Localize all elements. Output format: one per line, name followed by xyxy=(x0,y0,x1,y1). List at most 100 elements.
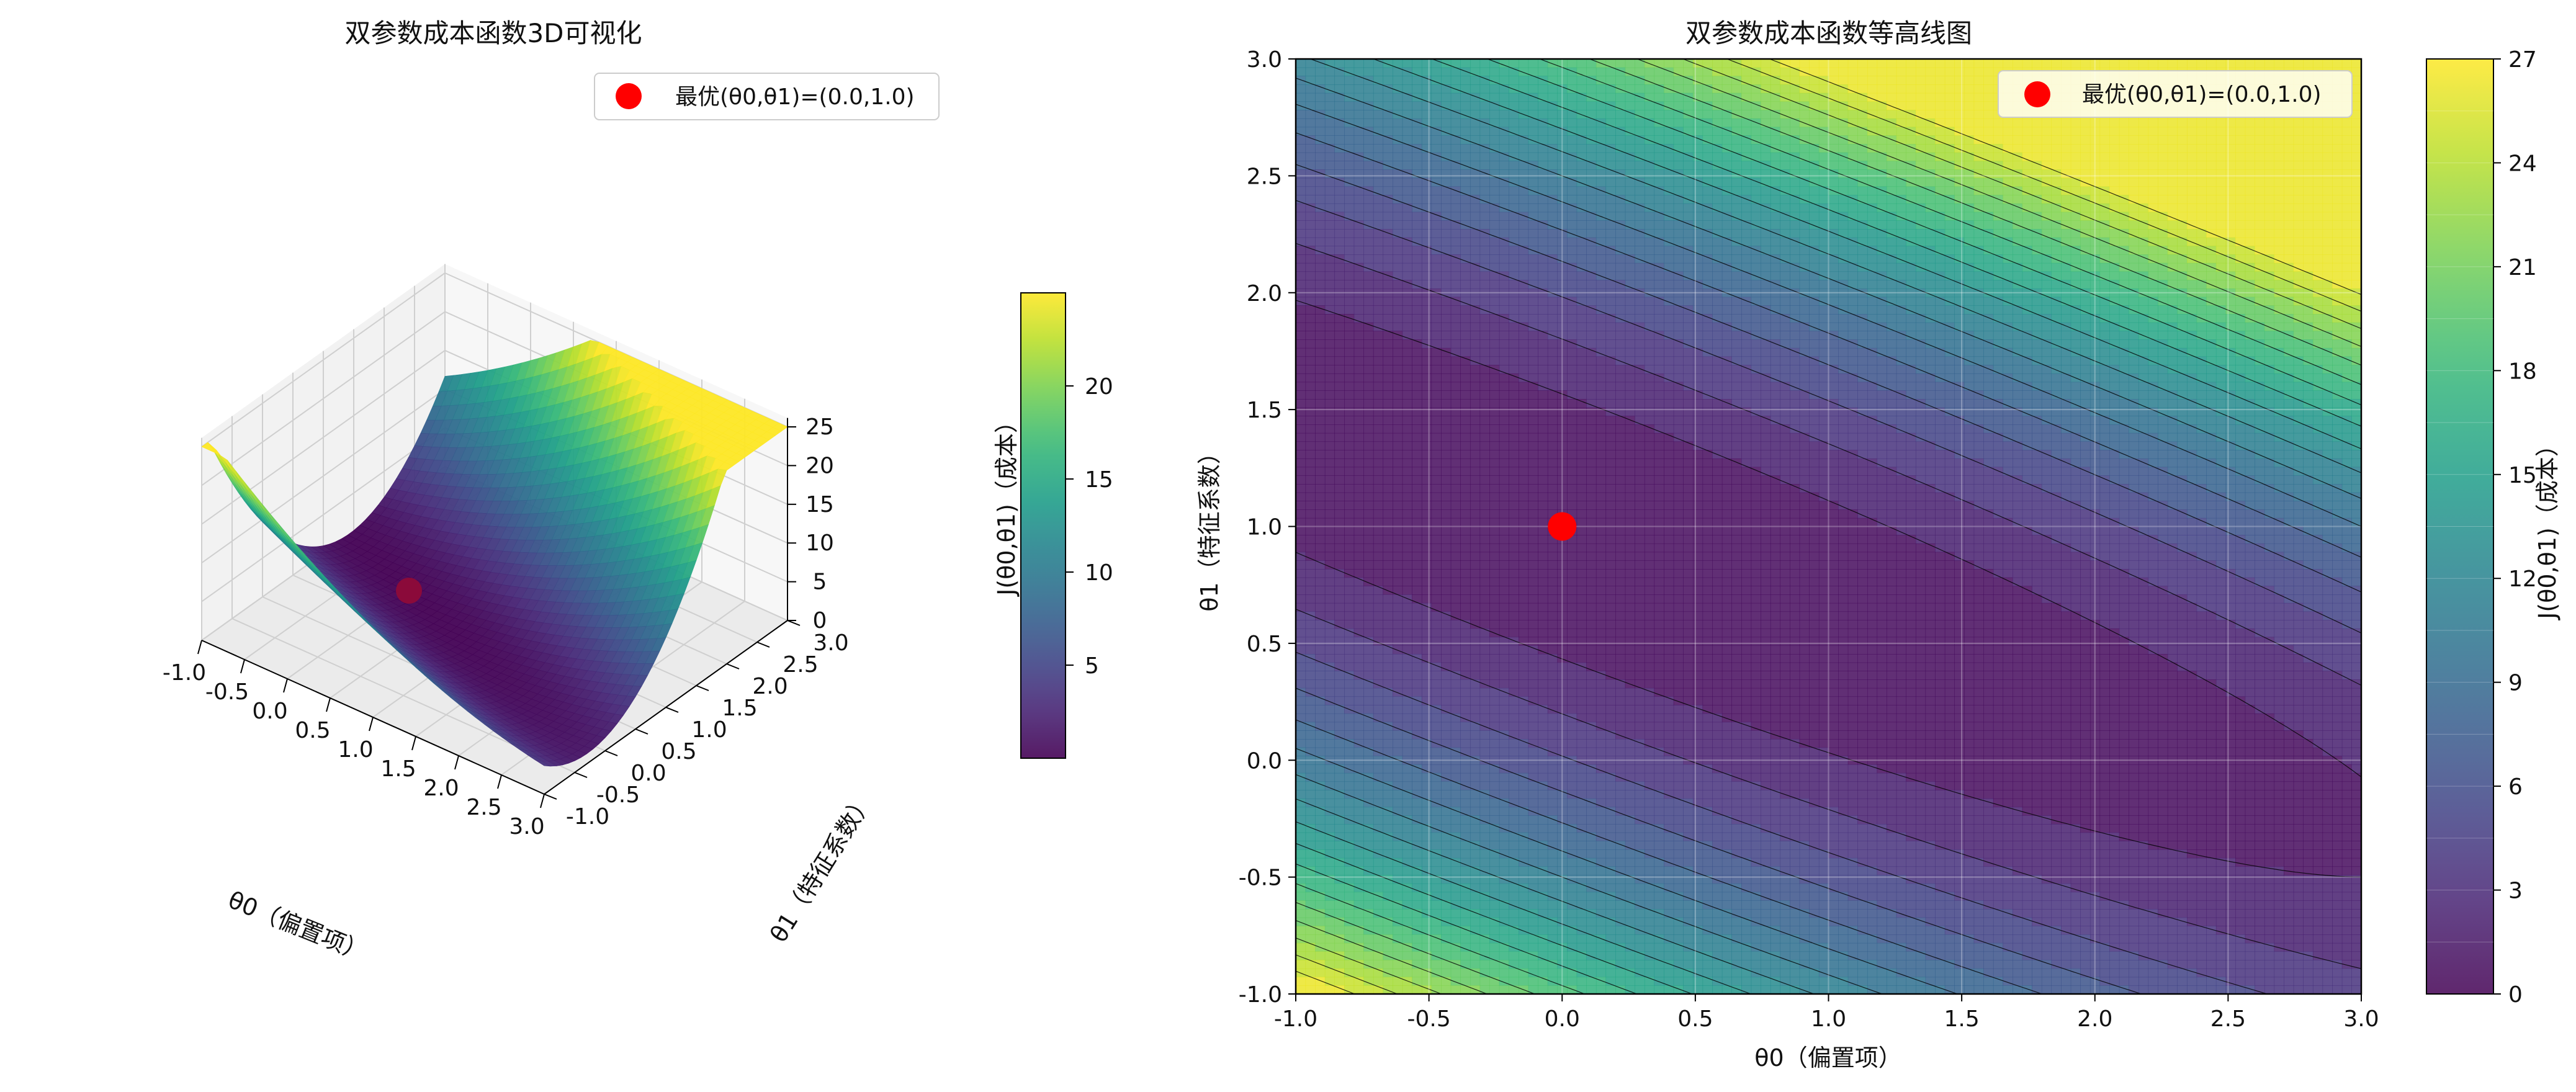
surface-legend: 最优(θ0,θ1)=(0.0,1.0) xyxy=(594,73,940,120)
contour-x-tick-label: 1.0 xyxy=(1811,1006,1846,1032)
surface-x-tick-label: 0.5 xyxy=(295,718,330,743)
contour-colorbar-gradient xyxy=(2426,58,2494,995)
contour-legend: 最优(θ0,θ1)=(0.0,1.0) xyxy=(1998,70,2353,118)
surface-x-tick-label: 1.0 xyxy=(338,737,373,763)
contour-x-tick-label: 3.0 xyxy=(2343,1006,2379,1032)
contour-ticks: -1.0 -0.5 0.0 0.5 1.0 1.5 2.0 2.5 3.0 -1.0 -0.5 0.0… xyxy=(1239,47,2379,1032)
contour-y-tick-label: 2.0 xyxy=(1247,281,1282,307)
surface-x-tick-label: 2.0 xyxy=(423,776,459,801)
surface-x-tick-label: 0.0 xyxy=(252,699,287,724)
surface-y-tick-label: 1.0 xyxy=(691,717,727,743)
surface-colorbar-tick-label: 20 xyxy=(1085,374,1113,400)
contour-colorbar-tick-label: 6 xyxy=(2508,774,2523,800)
surface-optimum-marker xyxy=(396,578,422,604)
contour-x-tick-label: 2.0 xyxy=(2077,1006,2112,1032)
legend-marker-icon xyxy=(2024,81,2050,107)
contour-line xyxy=(1296,59,2361,994)
surface-z-tick-label: 0 xyxy=(813,608,827,633)
contour-colorbar-tick-label: 12 xyxy=(2508,566,2537,592)
surface-y-axis-label: θ1（特征系数） xyxy=(765,788,878,947)
surface-x-axis-label: θ0（偏置项） xyxy=(225,886,372,967)
contour-line xyxy=(1296,59,2361,994)
contour-line xyxy=(1296,59,2361,994)
contour-line xyxy=(1296,104,2361,994)
surface-colorbar-label: J(θ0,θ1)（成本） xyxy=(993,410,1020,597)
surface-y-tick-label: 2.5 xyxy=(783,652,818,678)
contour-x-axis-label: θ0（偏置项） xyxy=(1754,1044,1901,1072)
surface-z-tick-label: 15 xyxy=(806,492,834,517)
contour-colorbar-tick-label: 18 xyxy=(2508,359,2537,384)
contour-gridlines xyxy=(1296,59,2361,994)
contour-y-tick-label: 0.0 xyxy=(1247,748,1282,774)
contour-title: 双参数成本函数等高线图 xyxy=(1685,18,1972,48)
contour-y-tick-label: 3.0 xyxy=(1247,47,1282,73)
surface-mesh xyxy=(201,339,788,767)
contour-colorbar-tick-label: 24 xyxy=(2508,151,2537,176)
contour-y-tick-label: 0.5 xyxy=(1247,632,1282,657)
surface-colorbar-ticks: 5 10 15 20 xyxy=(1066,374,1113,679)
surface-colorbar: 5 10 15 20 J(θ0,θ1)（成本） xyxy=(993,292,1113,759)
contour-x-tick-label: 0.5 xyxy=(1677,1006,1713,1032)
surface-3d-panel: 双参数成本函数3D可视化 -1.0-0.50.00.51.01.52.02.53… xyxy=(163,18,1113,967)
contour-y-tick-label: 1.5 xyxy=(1247,398,1282,423)
surface-z-tick-label: 25 xyxy=(806,414,834,440)
contour-line xyxy=(1296,59,2361,994)
contour-line xyxy=(1296,59,2361,994)
surface-colorbar-gradient xyxy=(1020,292,1066,759)
contour-y-tick-label: 1.0 xyxy=(1247,515,1282,540)
contour-line xyxy=(1296,59,2361,994)
contour-colorbar-tick-label: 15 xyxy=(2508,463,2537,488)
contour-line xyxy=(1296,132,2361,994)
contour-x-tick-label: 1.5 xyxy=(1944,1006,1979,1032)
contour-legend-label: 最优(θ0,θ1)=(0.0,1.0) xyxy=(2082,82,2322,107)
surface-x-tick-label: 1.5 xyxy=(380,756,416,782)
contour-colorbar-tick-label: 3 xyxy=(2508,879,2523,904)
surface-y-tick-label: 1.5 xyxy=(722,696,757,721)
contour-lines xyxy=(1296,59,2361,994)
surface-y-tick-label: -0.5 xyxy=(596,782,640,808)
contour-line xyxy=(1296,78,2361,994)
contour-colorbar-tick-label: 9 xyxy=(2508,671,2523,696)
surface-z-tick-label: 5 xyxy=(813,570,827,595)
contour-colorbar-tick-label: 21 xyxy=(2508,255,2537,280)
surface-x-tick-label: -1.0 xyxy=(163,660,206,686)
surface-x-tick-label: -0.5 xyxy=(205,679,249,705)
surface-y-tick-label: 3.0 xyxy=(813,630,848,656)
contour-line xyxy=(1296,59,2361,994)
contour-line xyxy=(1296,59,2361,994)
surface-colorbar-tick-label: 15 xyxy=(1085,467,1113,493)
contour-colorbar-label: J(θ0,θ1)（成本） xyxy=(2534,433,2561,620)
contour-colorbar: 0 3 6 9 12 15 18 21 24 27 J(θ0,θ1)（成本） xyxy=(2426,47,2561,1008)
surface-title: 双参数成本函数3D可视化 xyxy=(344,18,642,48)
surface-y-tick-label: -1.0 xyxy=(566,804,609,830)
contour-colorbar-tick-label: 0 xyxy=(2508,982,2523,1008)
surface-legend-label: 最优(θ0,θ1)=(0.0,1.0) xyxy=(675,84,915,110)
axes-3d-ticks: -1.0-0.50.00.51.01.52.02.53.0 -1.0-0.50.0… xyxy=(163,414,849,839)
surface-z-tick-label: 20 xyxy=(806,453,834,478)
contour-line xyxy=(1296,59,2361,994)
contour-colorbar-ticks: 0 3 6 9 12 15 18 21 24 27 xyxy=(2426,47,2537,1008)
surface-colorbar-tick-label: 5 xyxy=(1085,653,1099,679)
contour-x-tick-label: -1.0 xyxy=(1274,1006,1317,1032)
surface-y-tick-label: 0.0 xyxy=(631,761,666,786)
contour-panel: 双参数成本函数等高线图 -1.0 -0.5 0.0 0.5 1.0 1.5 2.0 2.5 3.… xyxy=(1196,18,2561,1072)
contour-line xyxy=(1296,164,2361,994)
contour-line xyxy=(1296,300,2361,878)
contour-x-tick-label: 0.0 xyxy=(1545,1006,1580,1032)
legend-marker-icon xyxy=(616,83,642,109)
contour-y-tick-label: -1.0 xyxy=(1239,982,1282,1008)
surface-x-tick-label: 3.0 xyxy=(509,814,544,839)
contour-line xyxy=(1296,243,2361,969)
surface-colorbar-tick-label: 10 xyxy=(1085,560,1113,586)
contour-x-tick-label: 2.5 xyxy=(2210,1006,2246,1032)
contour-optimum-marker xyxy=(1548,512,1577,541)
contour-x-tick-label: -0.5 xyxy=(1407,1006,1451,1032)
surface-z-tick-label: 10 xyxy=(806,530,834,556)
surface-y-tick-label: 0.5 xyxy=(661,739,696,764)
surface-x-tick-label: 2.5 xyxy=(466,795,501,820)
contour-line xyxy=(1296,200,2361,994)
contour-colorbar-tick-label: 27 xyxy=(2508,47,2537,73)
contour-y-tick-label: -0.5 xyxy=(1239,866,1282,891)
contour-y-tick-label: 2.5 xyxy=(1247,164,1282,189)
